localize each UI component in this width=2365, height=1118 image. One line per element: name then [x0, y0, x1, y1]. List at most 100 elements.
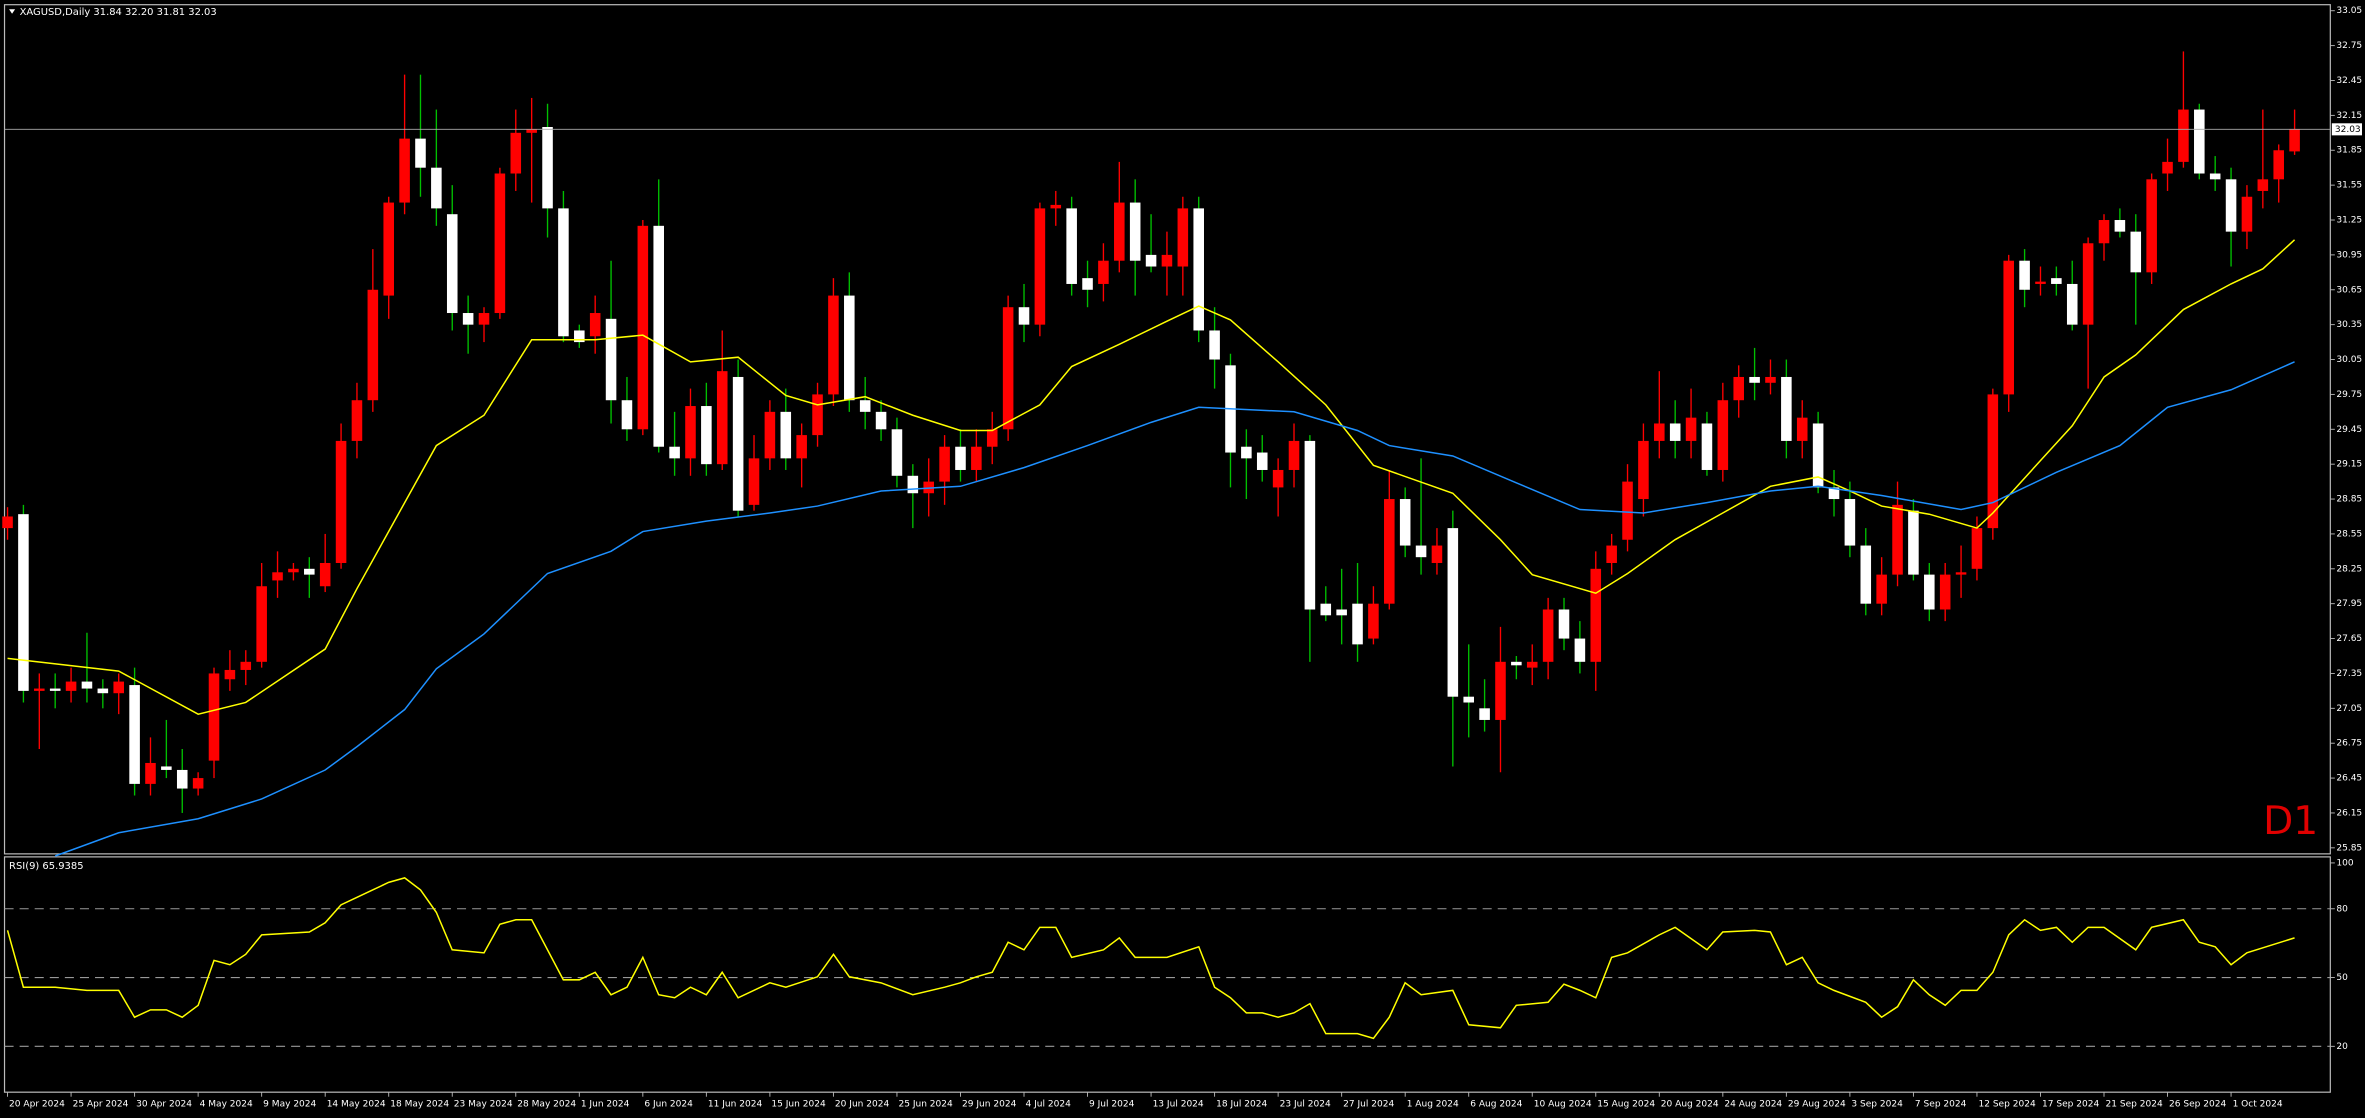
x-tick-label: 20 Apr 2024: [9, 1100, 65, 1110]
candle-body: [1860, 545, 1872, 604]
candle-body: [574, 330, 585, 343]
rsi-line: [6, 877, 2295, 1040]
x-tick-label: 20 Aug 2024: [1661, 1100, 1719, 1110]
chart-layer: 33.05 32.75 32.45 32.15 31.85 31.55 31.25 30.95…: [2, 6, 2362, 1110]
candle-body: [1399, 499, 1411, 546]
candle-body: [113, 681, 124, 694]
last-price-box: [2331, 123, 2362, 136]
x-tick-label: 14 May 2024: [327, 1100, 386, 1110]
candle-body: [844, 295, 855, 401]
candle-body: [1495, 661, 1506, 720]
candle-body: [1177, 208, 1189, 267]
candle-body: [176, 769, 188, 789]
last-price-label: 32.03: [2335, 125, 2361, 135]
candle-body: [1622, 481, 1633, 540]
candle-body: [1796, 417, 1808, 441]
candle-body: [2066, 283, 2078, 325]
chart-title: XAGUSD,Daily 31.84 32.20 31.81 32.03: [20, 7, 217, 18]
x-tick-label: 23 Jul 2024: [1280, 1100, 1331, 1110]
y-tick-label: 31.55: [2336, 181, 2362, 191]
candle-body: [1654, 423, 1665, 441]
x-tick-label: 23 May 2024: [454, 1100, 513, 1110]
x-tick-label: 1 Jun 2024: [581, 1100, 630, 1110]
candle-body: [1304, 440, 1316, 610]
x-tick-label: 9 May 2024: [263, 1100, 316, 1110]
candle-body: [558, 208, 569, 337]
candle-body: [288, 568, 299, 573]
candle-body: [335, 440, 347, 563]
x-tick-label: 4 May 2024: [200, 1100, 253, 1110]
candle-body: [510, 132, 522, 174]
candle-body: [589, 313, 601, 337]
candle-body: [1765, 376, 1776, 383]
candle-body: [208, 673, 220, 761]
candle-body: [1368, 603, 1379, 639]
candle-body: [1034, 208, 1046, 325]
y-tick-label: 31.25: [2336, 216, 2362, 226]
x-tick-label: 6 Jun 2024: [644, 1100, 693, 1110]
x-tick-label: 17 Sep 2024: [2042, 1100, 2099, 1110]
candle-body: [939, 446, 950, 482]
candle-body: [701, 406, 712, 465]
candle-body: [637, 225, 649, 430]
candle-body: [49, 688, 61, 691]
candle-body: [1526, 661, 1538, 668]
candle-body: [1256, 452, 1268, 470]
y-tick-label: 27.05: [2336, 704, 2362, 714]
x-tick-label: 28 May 2024: [517, 1100, 576, 1110]
y-tick-label: 31.85: [2336, 146, 2362, 156]
x-tick-label: 11 Jun 2024: [708, 1100, 763, 1110]
candle-body: [1479, 708, 1490, 720]
candle-body: [780, 411, 792, 459]
candle-body: [653, 225, 664, 447]
x-tick-label: 18 Jul 2024: [1216, 1100, 1267, 1110]
candle-body: [161, 766, 172, 770]
candle-body: [367, 289, 379, 401]
candle-body: [812, 394, 823, 436]
candle-body: [2257, 179, 2269, 191]
x-tick-label: 1 Aug 2024: [1407, 1100, 1459, 1110]
candle-body: [192, 778, 204, 789]
candle-body: [986, 429, 998, 447]
x-tick-label: 30 Apr 2024: [136, 1100, 192, 1110]
y-tick-label: 28.25: [2336, 564, 2362, 574]
candle-body: [2, 516, 13, 529]
x-tick-label: 26 Sep 2024: [2169, 1100, 2226, 1110]
x-tick-label: 7 Sep 2024: [1915, 1100, 1967, 1110]
candle-body: [1558, 609, 1570, 639]
candle-body: [256, 586, 267, 662]
y-tick-label: 29.15: [2336, 460, 2362, 470]
menu-arrow[interactable]: [9, 9, 16, 14]
candle-body: [955, 446, 966, 470]
candle-body: [1209, 330, 1220, 360]
candle-body: [319, 562, 331, 587]
candle-body: [859, 400, 871, 412]
candle-body: [2114, 220, 2126, 232]
rsi-panel: [3, 856, 2331, 1093]
y-tick-label: 29.45: [2336, 425, 2362, 435]
candle-body: [1288, 440, 1300, 470]
candle-body: [2051, 278, 2062, 284]
x-tick-label: 10 Aug 2024: [1534, 1100, 1592, 1110]
rsi-y-tick-label: 80: [2336, 904, 2348, 914]
candle-body: [1193, 208, 1204, 331]
candle-body: [272, 572, 283, 581]
candle-body: [65, 681, 77, 691]
candle-body: [1145, 254, 1157, 267]
candle-body: [2019, 260, 2030, 290]
rsi-y-tick-label: 100: [2336, 858, 2353, 868]
candle-body: [1876, 574, 1887, 604]
y-tick-label: 32.15: [2336, 111, 2362, 121]
candle-body: [526, 129, 537, 133]
candle-body: [1749, 376, 1760, 383]
y-tick-label: 27.65: [2336, 634, 2362, 644]
y-tick-label: 28.55: [2336, 529, 2362, 539]
candle-body: [1987, 394, 1999, 529]
candle-body: [542, 127, 553, 209]
moving-average: [7, 239, 2296, 716]
candle-body: [462, 313, 474, 325]
candle-body: [1955, 572, 1967, 575]
x-tick-label: 20 Jun 2024: [835, 1100, 890, 1110]
candle-body: [1606, 545, 1617, 563]
